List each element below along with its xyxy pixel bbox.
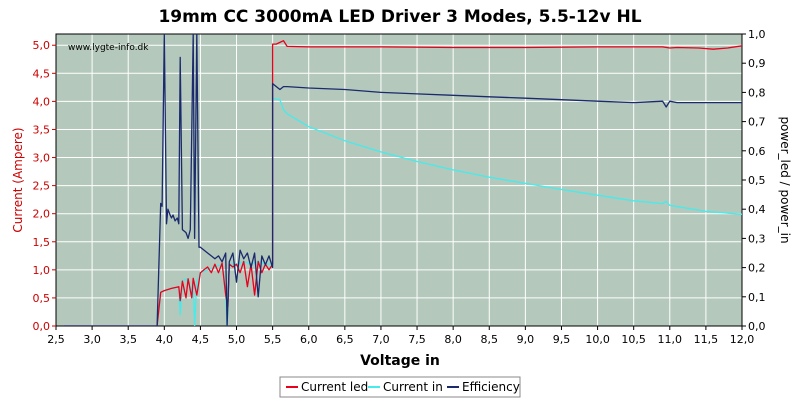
y-right-tick-label: 0,8 — [748, 86, 766, 99]
y-right-tick-label: 0,0 — [748, 320, 766, 333]
y-right-tick-label: 0,9 — [748, 57, 766, 70]
x-axis-ticks: 2,5 3,0 3,5 4,0 4,5 5,0 5,5 6,0 6,5 7,0 7,5 8,0 8,5 9… — [47, 326, 754, 346]
x-tick-label: 8,0 — [444, 333, 462, 346]
x-tick-label: 5,5 — [264, 333, 282, 346]
y-left-tick-label: 4,5 — [33, 67, 51, 80]
y-left-tick-label: 1,0 — [33, 264, 51, 277]
y-right-tick-label: 0,4 — [748, 203, 766, 216]
x-tick-label: 3,0 — [83, 333, 101, 346]
y-left-tick-label: 3,0 — [33, 152, 51, 165]
x-tick-label: 9,5 — [553, 333, 571, 346]
watermark: www.lygte-info.dk — [68, 43, 149, 53]
series-group — [63, 34, 742, 326]
y-right-tick-label: 0,1 — [748, 291, 766, 304]
x-tick-label: 4,0 — [156, 333, 174, 346]
y-right-tick-label: 0,7 — [748, 116, 766, 129]
chart-title: 19mm CC 3000mA LED Driver 3 Modes, 5.5-1… — [158, 7, 641, 27]
x-tick-label: 11,0 — [658, 333, 683, 346]
x-tick-label: 3,5 — [119, 333, 137, 346]
series-line-current-in — [63, 97, 742, 326]
x-tick-label: 2,5 — [47, 333, 65, 346]
x-tick-label: 6,0 — [300, 333, 318, 346]
y-right-tick-label: 0,2 — [748, 262, 766, 275]
x-tick-label: 12,0 — [730, 333, 755, 346]
legend-label-current-led: Current led — [301, 380, 368, 394]
y-left-tick-label: 5,0 — [33, 39, 51, 52]
x-tick-label: 6,5 — [336, 333, 354, 346]
legend-label-efficiency: Efficiency — [462, 380, 520, 394]
y-left-tick-label: 4,0 — [33, 95, 51, 108]
y-right-tick-label: 0,3 — [748, 232, 766, 245]
x-tick-label: 7,0 — [372, 333, 390, 346]
x-tick-label: 7,5 — [408, 333, 426, 346]
y-left-tick-label: 0,5 — [33, 292, 51, 305]
y-right-tick-label: 0,6 — [748, 145, 766, 158]
x-tick-label: 8,5 — [481, 333, 499, 346]
y-axis-left-label: Current (Ampere) — [11, 127, 25, 232]
x-axis-label: Voltage in — [360, 353, 440, 369]
y-axis-left-ticks: 0,0 0,5 1,0 1,5 2,0 2,5 3,0 3,5 4,0 4,5 5,0 — [33, 39, 56, 333]
legend: Current led Current in Efficiency — [279, 376, 521, 398]
x-tick-label: 11,5 — [694, 333, 719, 346]
plot-area — [56, 34, 742, 326]
y-left-tick-label: 2,5 — [33, 180, 51, 193]
y-right-tick-label: 0,5 — [748, 174, 766, 187]
series-line-current-led — [63, 40, 742, 326]
y-right-tick-label: 1,0 — [748, 28, 766, 41]
y-left-tick-label: 1,5 — [33, 236, 51, 249]
legend-box — [279, 376, 521, 398]
x-tick-label: 9,0 — [517, 333, 535, 346]
y-left-tick-label: 2,0 — [33, 208, 51, 221]
y-left-tick-label: 0,0 — [33, 320, 51, 333]
x-tick-label: 4,5 — [192, 333, 210, 346]
series-line-efficiency — [63, 34, 742, 326]
x-tick-label: 10,5 — [621, 333, 646, 346]
y-axis-right-ticks: 0,0 0,1 0,2 0,3 0,4 0,5 0,6 0,7 0,8 0,9 1,0 — [742, 28, 766, 333]
y-axis-right-label: power_led / power_in — [778, 116, 792, 243]
y-left-tick-label: 3,5 — [33, 123, 51, 136]
x-tick-label: 5,0 — [228, 333, 246, 346]
legend-label-current-in: Current in — [383, 380, 443, 394]
x-tick-label: 10,0 — [585, 333, 610, 346]
